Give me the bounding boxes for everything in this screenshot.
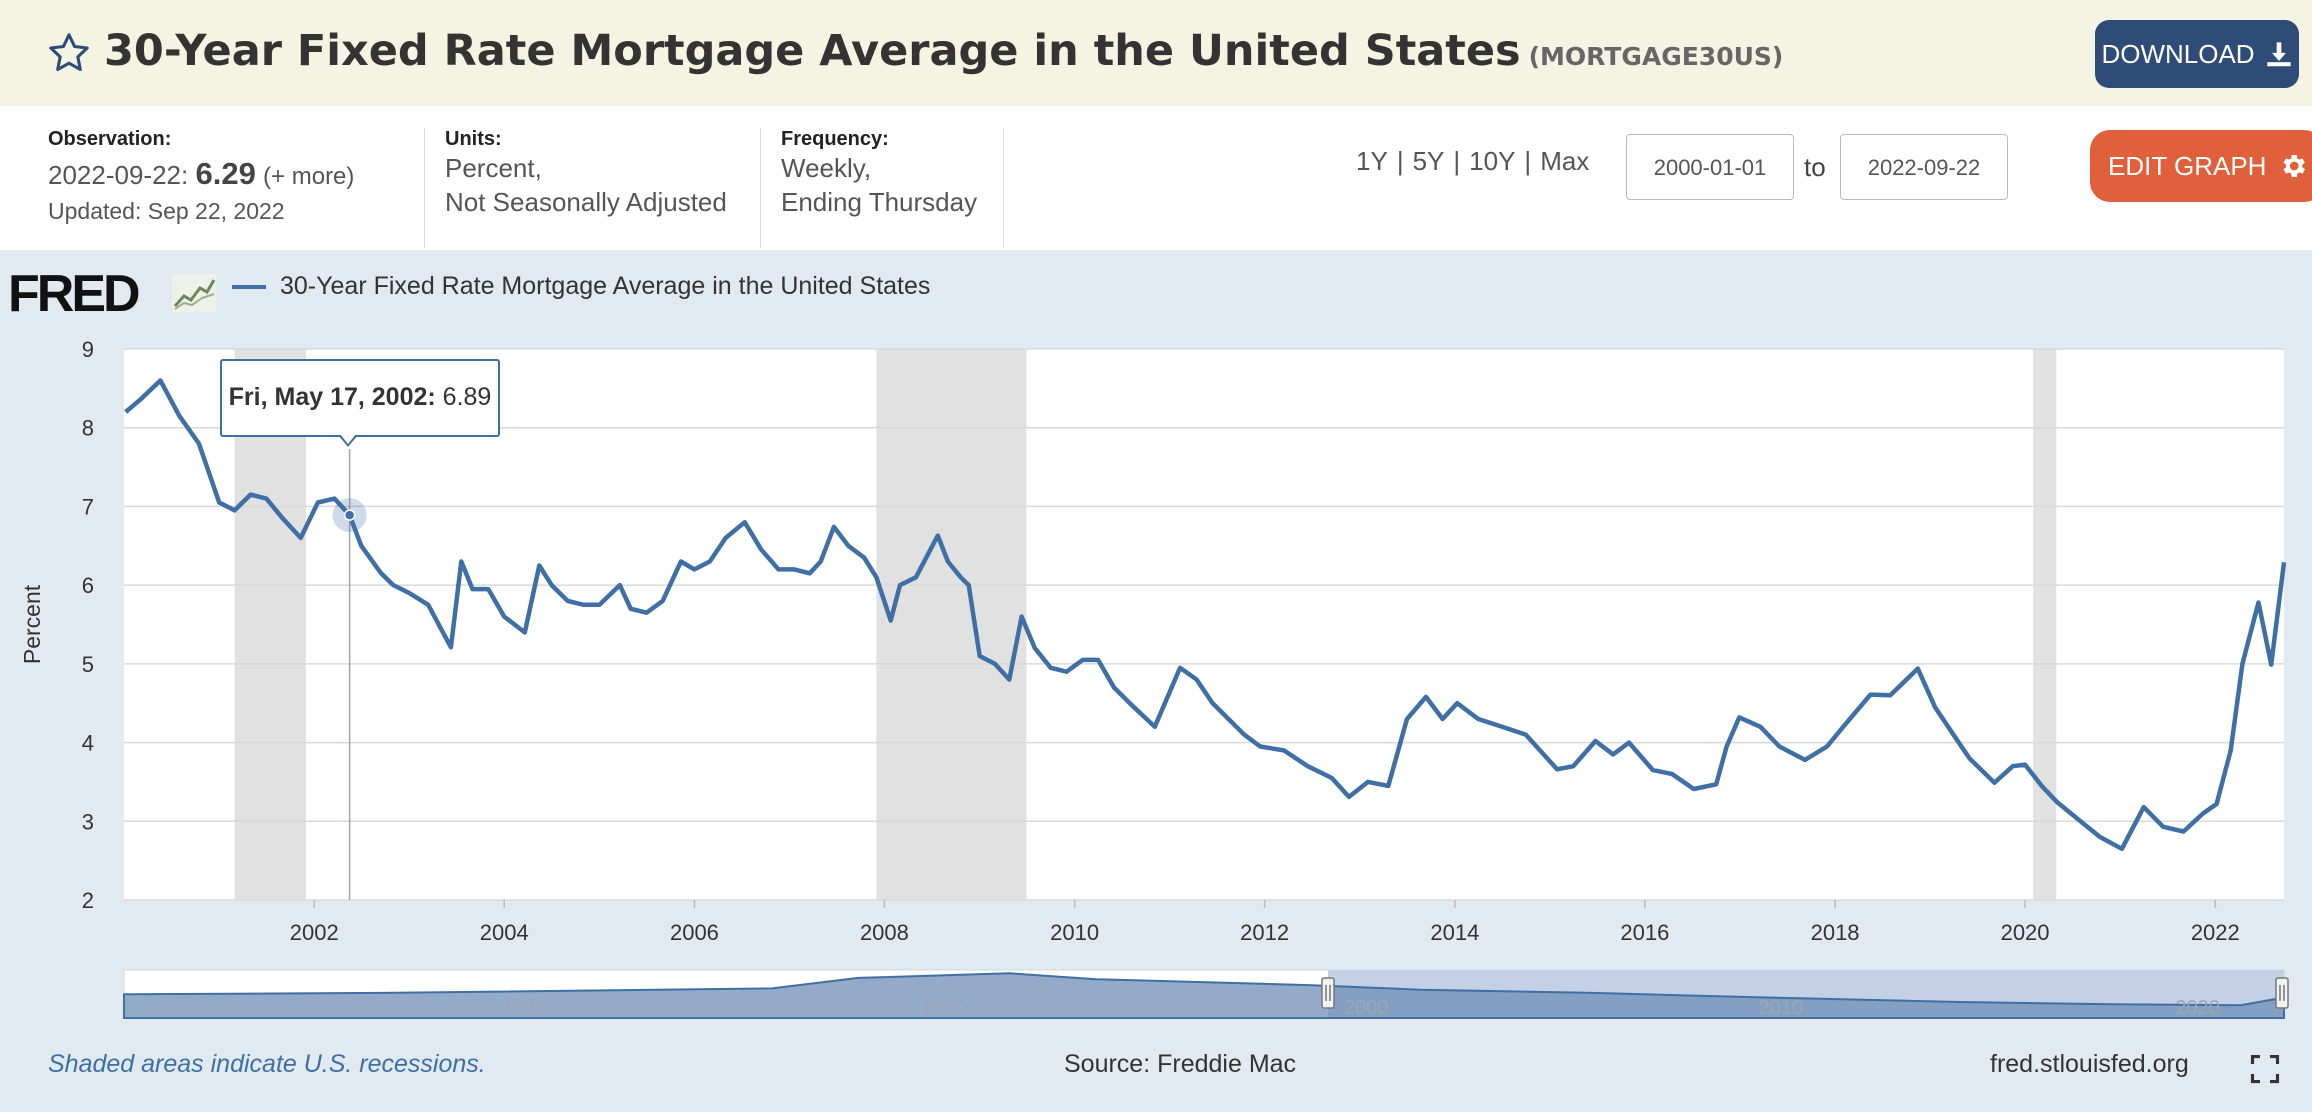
chart-svg: 2 3 4 5 6 7 8 9 2002 2004 2006 2008 2010 2012 2014 2016…	[19, 337, 2289, 1019]
legend-swatch	[232, 284, 266, 289]
navigator-handle[interactable]	[1321, 977, 1335, 1009]
frequency-block: Frequency: Weekly, Ending Thursday	[781, 128, 977, 219]
series-info-bar: Observation: 2022-09-22: 6.29 (+ more) U…	[0, 106, 2312, 250]
x-tick-label: 2018	[1811, 920, 1860, 945]
divider	[424, 128, 425, 248]
source-note: Source: Freddie Mac	[1064, 1050, 1297, 1078]
navigator-series	[123, 972, 2285, 1019]
to-label: to	[1804, 152, 1826, 182]
y-axis-label: Percent	[19, 584, 45, 664]
frequency-label: Frequency:	[781, 128, 889, 150]
header-bar: 30-Year Fixed Rate Mortgage Average in t…	[0, 0, 2312, 106]
download-icon	[2266, 42, 2291, 67]
chart-legend: 30-Year Fixed Rate Mortgage Average in t…	[232, 272, 930, 301]
updated-date: Updated: Sep 22, 2022	[48, 198, 285, 224]
y-tick-label: 7	[82, 494, 94, 519]
divider	[760, 128, 761, 248]
site-url[interactable]: fred.stlouisfed.org	[1990, 1050, 2189, 1078]
observation-label: Observation:	[48, 128, 172, 150]
navigator-label: 2000	[1344, 997, 1389, 1019]
page-title: 30-Year Fixed Rate Mortgage Average in t…	[104, 26, 1783, 76]
frequency-line2: Ending Thursday	[781, 187, 978, 217]
navigator-label: 2010	[1758, 997, 1803, 1019]
x-tick-label: 2004	[480, 920, 529, 945]
legend-label: 30-Year Fixed Rate Mortgage Average in t…	[280, 272, 931, 300]
observation-more-link[interactable]: (+ more)	[263, 163, 355, 190]
navigator-label: 2020	[2175, 997, 2220, 1019]
observation-block: Observation: 2022-09-22: 6.29 (+ more) U…	[48, 128, 354, 228]
x-tick-label: 2020	[2001, 920, 2050, 945]
range-selector: 1Y | 5Y | 10Y | Max	[1356, 146, 1590, 176]
tooltip-arrow-inner	[340, 434, 356, 444]
chart-panel: FRED 30-Year Fixed Rate Mortgage Average…	[0, 250, 2312, 1112]
frequency-line1: Weekly,	[781, 153, 872, 183]
fred-graph-icon	[172, 274, 216, 312]
y-tick-label: 5	[82, 652, 94, 677]
y-tick-label: 8	[82, 416, 94, 441]
x-tick-label: 2022	[2191, 920, 2240, 945]
recession-band	[876, 349, 1027, 900]
divider	[1003, 128, 1004, 248]
gear-icon	[2283, 155, 2306, 177]
units-line2: Not Seasonally Adjusted	[445, 187, 727, 217]
fred-logo[interactable]: FRED	[8, 265, 141, 323]
y-tick-label: 2	[82, 888, 94, 913]
y-tick-label: 4	[82, 731, 94, 756]
start-date-input[interactable]: 2000-01-01	[1626, 134, 1794, 200]
x-tick-label: 2002	[290, 920, 339, 945]
x-tick-label: 2016	[1620, 920, 1669, 945]
observation-value: 6.29	[195, 156, 256, 191]
x-tick-label: 2008	[860, 920, 909, 945]
download-label: DOWNLOAD	[2101, 38, 2255, 69]
x-tick-label: 2010	[1050, 920, 1099, 945]
edit-graph-button[interactable]: EDIT GRAPH	[2090, 130, 2312, 202]
tooltip-date: Fri, May 17, 2002:	[228, 383, 436, 411]
navigator-label: 1990	[923, 997, 968, 1019]
x-tick-label: 2012	[1240, 920, 1289, 945]
star-icon[interactable]	[46, 30, 92, 76]
range-5y-link[interactable]: 5Y	[1412, 146, 1445, 176]
navigator-handle[interactable]	[2275, 977, 2289, 1009]
y-tick-label: 9	[82, 337, 94, 362]
range-1y-link[interactable]: 1Y	[1356, 146, 1388, 176]
end-date-input[interactable]: 2022-09-22	[1840, 134, 2008, 200]
range-10y-link[interactable]: 10Y	[1469, 146, 1516, 176]
x-tick-label: 2014	[1430, 920, 1479, 945]
series-title: 30-Year Fixed Rate Mortgage Average in t…	[104, 26, 1521, 76]
recession-note: Shaded areas indicate U.S. recessions.	[48, 1050, 486, 1078]
units-block: Units: Percent, Not Seasonally Adjusted	[445, 128, 727, 219]
edit-graph-label: EDIT GRAPH	[2108, 150, 2267, 181]
fullscreen-icon[interactable]	[2250, 1054, 2280, 1084]
range-max-link[interactable]: Max	[1540, 146, 1590, 176]
plot-background	[124, 349, 2284, 900]
series-line	[124, 378, 2287, 852]
x-tick-label: 2006	[670, 920, 719, 945]
navigator-label: 1980	[501, 997, 546, 1019]
tooltip-value: 6.89	[442, 383, 492, 411]
hover-point	[343, 509, 356, 521]
units-line1: Percent,	[445, 153, 542, 183]
units-label: Units:	[445, 128, 502, 150]
y-tick-label: 6	[82, 573, 94, 598]
series-id: (MORTGAGE30US)	[1528, 42, 1784, 71]
y-tick-label: 3	[82, 809, 94, 834]
observation-date: 2022-09-22:	[48, 160, 189, 190]
recession-band	[2033, 349, 2057, 900]
chart-tooltip: Fri, May 17, 2002: 6.89	[220, 359, 500, 437]
download-button[interactable]: DOWNLOAD	[2095, 20, 2299, 88]
recession-band	[234, 349, 306, 900]
